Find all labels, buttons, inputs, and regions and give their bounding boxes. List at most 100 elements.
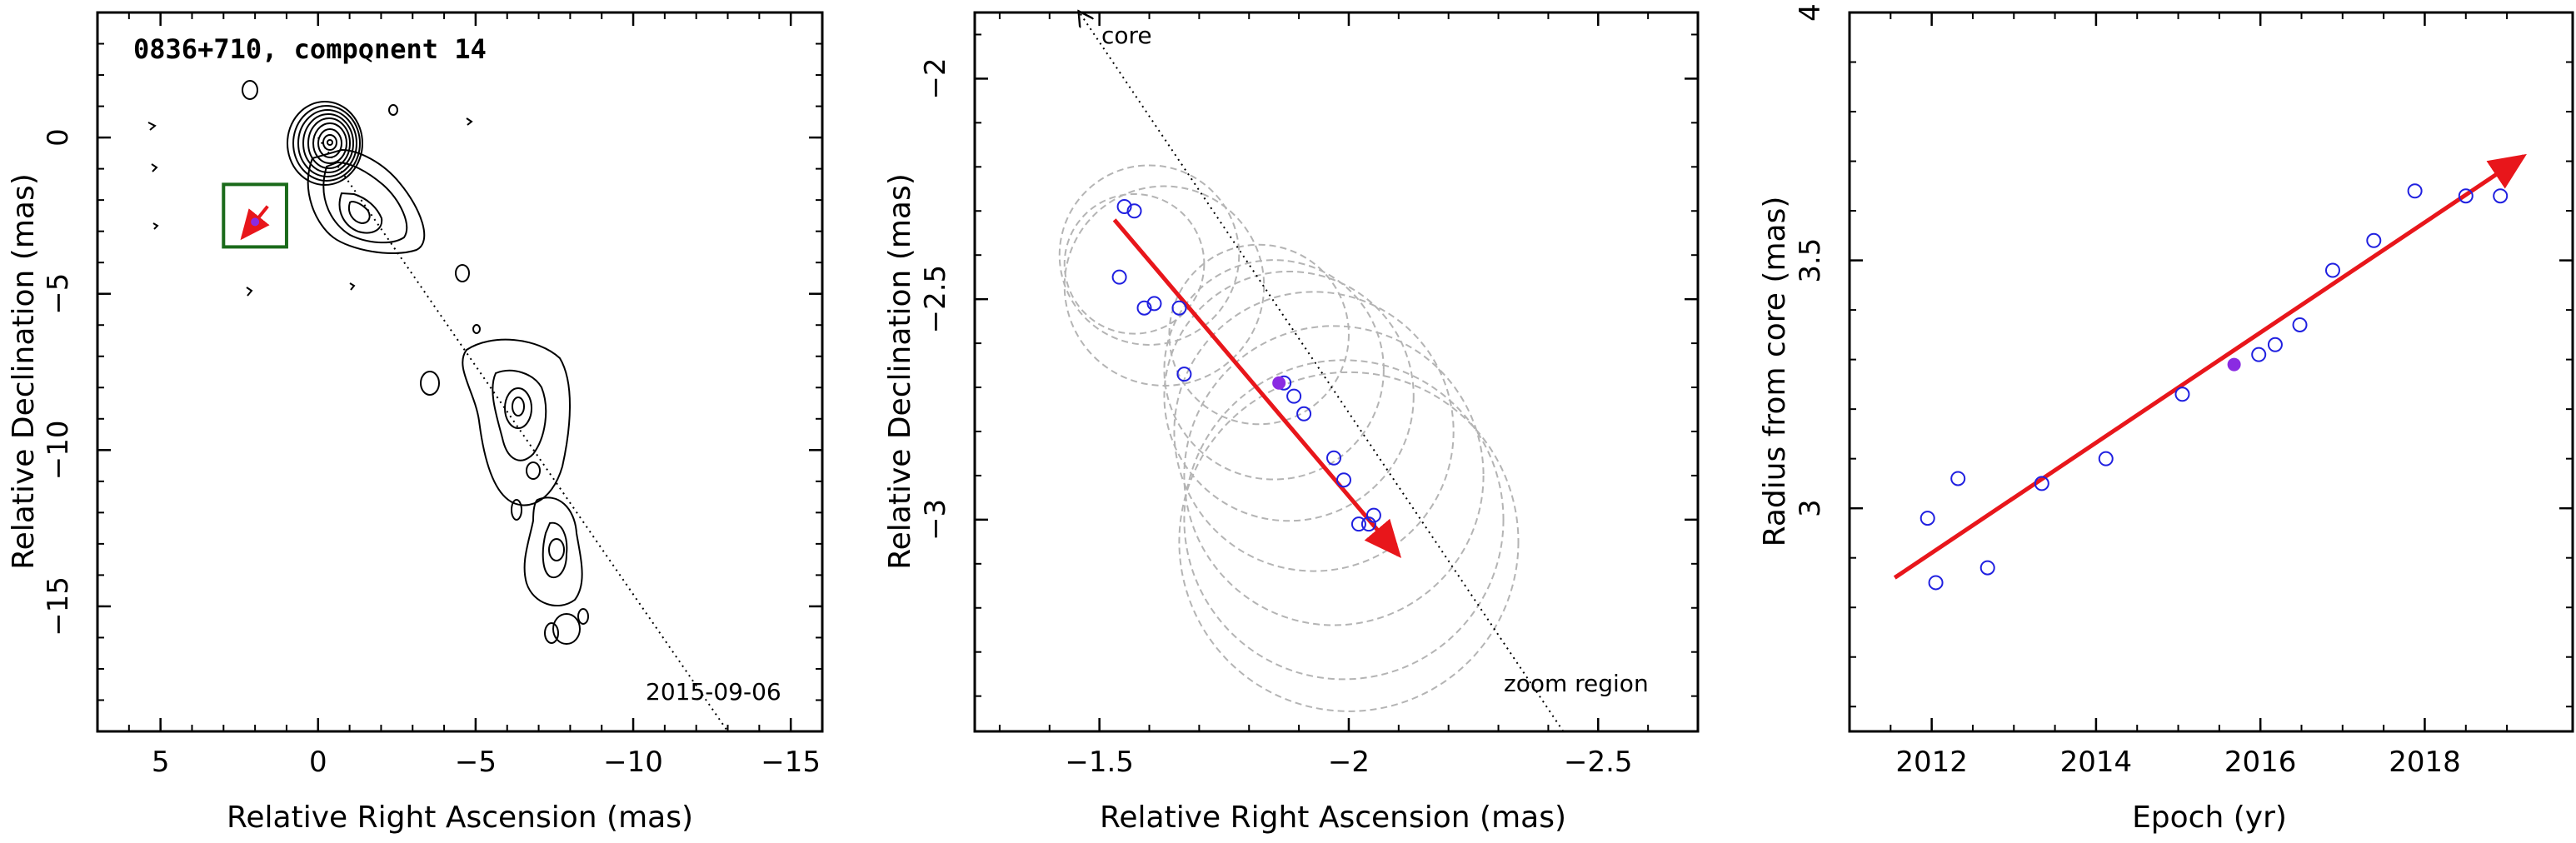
x-tick-label: 0 <box>309 746 327 779</box>
contour-blob-1 <box>242 80 258 100</box>
contour-knot-1 <box>462 338 571 506</box>
x-tick-label: 2018 <box>2389 746 2461 779</box>
contour-noise-3 <box>152 222 159 230</box>
contour-tail-2 <box>544 622 559 644</box>
panel-2-frame <box>973 11 1700 733</box>
panel-3-ylabel: Radius from core (mas) <box>1758 197 1792 547</box>
data-point <box>2292 317 2308 332</box>
data-point <box>2098 451 2114 466</box>
y-tick-label: 4 <box>1794 3 1827 22</box>
data-point <box>1116 198 1132 214</box>
panel-1-ylabel: Relative Declination (mas) <box>7 173 41 570</box>
data-point <box>2174 387 2190 402</box>
contour-knot-5 <box>526 461 541 480</box>
x-tick-label: −2 <box>1328 746 1370 779</box>
data-point <box>1335 472 1351 488</box>
panel-2-xlabel: Relative Right Ascension (mas) <box>1100 801 1566 835</box>
y-tick-label: 3 <box>1794 499 1827 517</box>
x-tick-label: −1.5 <box>1065 746 1134 779</box>
contour-core-9 <box>327 139 333 146</box>
data-point <box>2366 232 2382 248</box>
error-circle <box>1183 359 1505 681</box>
contour-jet-2 <box>322 161 408 244</box>
panel-1-tick-labels: 5 0 −5 −10 −15 0 −5 −10 −15 <box>42 128 821 779</box>
contour-jet-1 <box>307 148 426 255</box>
contour-blob-3 <box>472 324 481 334</box>
panel-1-zoom-box <box>222 182 288 249</box>
x-tick-label: −5 <box>455 746 497 779</box>
error-circle <box>1163 270 1415 522</box>
data-point <box>1126 203 1142 219</box>
panel-2-points <box>1111 198 1381 532</box>
data-point <box>2251 347 2267 362</box>
contour-tail-1 <box>552 613 581 645</box>
contour-noise-5 <box>466 117 473 126</box>
data-point <box>1286 388 1302 404</box>
panel-1-component-marker <box>251 217 260 227</box>
contour-knot-4 <box>512 397 525 417</box>
data-point <box>1176 367 1192 382</box>
error-circle <box>1178 371 1520 712</box>
data-point <box>1350 516 1366 532</box>
panel-1-xlabel: Relative Right Ascension (mas) <box>227 801 693 835</box>
error-circle <box>1058 164 1241 346</box>
data-point <box>2493 188 2509 204</box>
panel-2-highlight-point <box>1272 376 1286 390</box>
panel-2-tick-labels: −1.5 −2 −2.5 −2 −2.5 −3 <box>919 57 1633 779</box>
contour-core-3 <box>297 109 357 177</box>
x-tick-label: −15 <box>761 746 821 779</box>
contour-knot-3 <box>504 387 532 429</box>
error-circle <box>1063 185 1266 387</box>
contour-blob-4 <box>420 371 440 396</box>
panel-3-points <box>1920 183 2509 591</box>
contour-knot-6 <box>523 496 583 607</box>
panel-3-fit-arrow <box>1893 153 2527 580</box>
panel-2-core-direction-line <box>1080 12 1565 732</box>
panel-2-ylabel: Relative Declination (mas) <box>883 173 917 570</box>
data-point <box>1928 575 1944 591</box>
y-tick-label: −2 <box>919 57 952 99</box>
data-point <box>2324 262 2340 278</box>
data-point <box>2034 476 2049 491</box>
x-tick-label: 2014 <box>2060 746 2133 779</box>
panel-1-title: 0836+710, component 14 <box>133 33 487 65</box>
contour-core-2 <box>292 105 361 182</box>
contour-noise-6 <box>349 282 356 291</box>
panel-3-ticks <box>1849 11 2573 731</box>
x-tick-label: 2016 <box>2224 746 2297 779</box>
panel-1-ticks <box>97 12 823 732</box>
contour-noise-4 <box>246 287 253 297</box>
data-point <box>1136 300 1152 316</box>
y-tick-label: 0 <box>42 128 75 147</box>
panel-3-tick-labels: 2012 2014 2016 2018 3 3.5 4 <box>1794 3 2461 779</box>
contour-blob-5 <box>388 104 398 116</box>
panel-3-highlight-point <box>2227 357 2241 372</box>
contour-noise-7 <box>366 57 372 62</box>
panel-3-frame <box>1848 11 2574 733</box>
data-point <box>1171 300 1187 316</box>
panel-1-contours <box>147 57 589 645</box>
y-tick-label: 3.5 <box>1794 238 1827 283</box>
contour-core-5 <box>307 117 351 169</box>
data-point <box>1146 296 1162 312</box>
panel-3-radius-vs-epoch: 2012 2014 2016 2018 3 3.5 4 Epoch (yr) Radius … <box>1758 3 2574 835</box>
y-tick-label: −10 <box>42 420 75 480</box>
data-point <box>1365 507 1381 523</box>
data-point <box>1360 516 1376 532</box>
contour-core-4 <box>302 113 354 173</box>
error-circle <box>1183 325 1485 626</box>
panel-1-frame <box>96 11 824 733</box>
panel-2-error-circles <box>1058 164 1520 712</box>
panel-1-contour-map: 5 0 −5 −10 −15 0 −5 −10 −15 <box>7 11 824 835</box>
contour-core-1 <box>287 101 363 186</box>
y-tick-label: −15 <box>42 576 75 636</box>
data-point <box>2267 337 2283 352</box>
x-tick-label: 5 <box>152 746 170 779</box>
panel-2-ticks <box>975 12 1699 731</box>
contour-jet-3 <box>338 192 383 234</box>
error-circle <box>1173 291 1455 572</box>
x-tick-label: −2.5 <box>1564 746 1633 779</box>
y-tick-label: −3 <box>919 499 952 541</box>
panel-1-trajectory-line <box>317 137 729 732</box>
